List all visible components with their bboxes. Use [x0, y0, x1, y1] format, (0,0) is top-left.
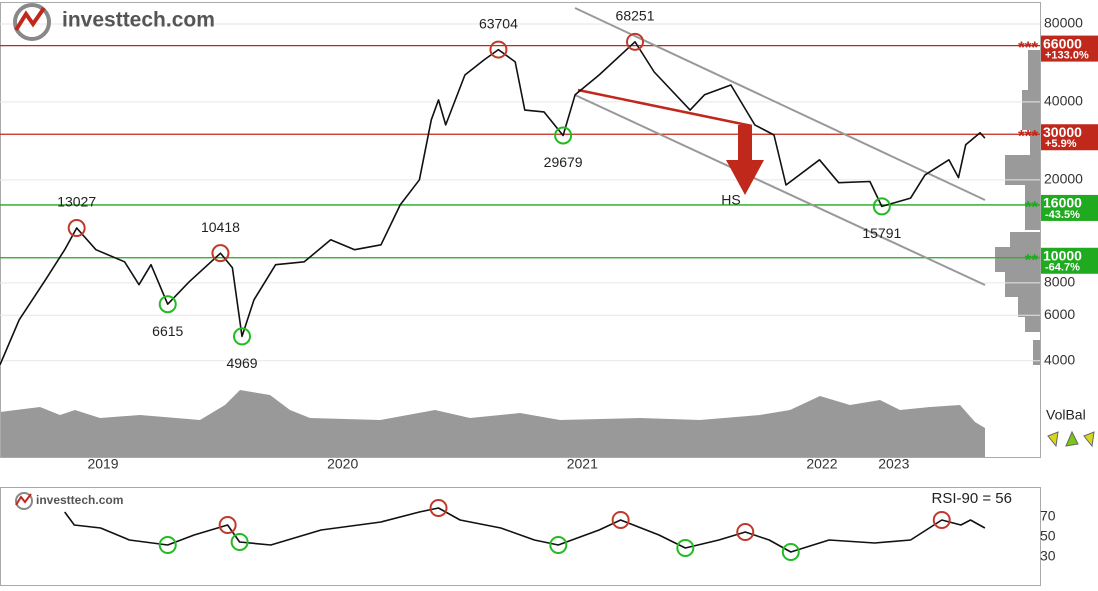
x-tick-label: 2023 [878, 456, 909, 472]
level-change: +133.0% [1045, 49, 1089, 61]
level-stars: ** [1025, 197, 1039, 216]
level-value: 66000 [1043, 35, 1082, 51]
neckline [577, 88, 753, 128]
rsi-marker [218, 516, 237, 534]
rsi-marker [549, 536, 568, 554]
rsi-tick-label: 70 [1040, 508, 1056, 524]
extreme-label: 63704 [479, 15, 518, 31]
logo-text: investtech.com [62, 9, 215, 32]
level-box [1041, 35, 1098, 62]
rsi-logo: investtech.com [15, 492, 123, 510]
extreme-label: 15791 [862, 225, 901, 241]
trend-upper [574, 7, 986, 201]
rsi-marker [781, 543, 800, 561]
rsi-marker [932, 511, 951, 529]
level-box [1041, 124, 1098, 151]
logo: investtech.com [13, 3, 215, 41]
x-tick-label: 2022 [806, 456, 837, 472]
rsi-tick-label: 30 [1040, 548, 1056, 564]
volbal-arrows [1047, 430, 1095, 448]
volume-area [0, 390, 985, 457]
price-line [0, 41, 986, 366]
target-arrow [726, 125, 764, 195]
extreme-marker [872, 197, 891, 216]
level-stars: *** [1018, 127, 1038, 146]
extreme-marker [554, 126, 573, 145]
level-box [1041, 194, 1098, 221]
side-label: VolBal [1046, 407, 1086, 423]
y-tick-label: 8000 [1044, 274, 1075, 290]
x-tick-label: 2021 [567, 456, 598, 472]
extreme-label: 4969 [226, 355, 257, 371]
y-tick-label: 80000 [1044, 15, 1083, 31]
extreme-marker [233, 327, 252, 346]
y-tick-label: 20000 [1044, 171, 1083, 187]
level-box [1041, 247, 1098, 274]
x-tick-label: 2019 [87, 456, 118, 472]
extreme-label: 68251 [616, 8, 655, 24]
rsi-marker [676, 539, 695, 557]
rsi-frame [0, 487, 1041, 586]
rsi-marker [158, 536, 177, 554]
extreme-label: 13027 [57, 194, 96, 210]
rsi-line [64, 507, 986, 553]
extreme-label: 29679 [544, 154, 583, 170]
trend-lower [574, 94, 986, 286]
price-frame [0, 2, 1041, 458]
extreme-marker [158, 295, 177, 314]
level-value: 30000 [1043, 124, 1082, 140]
extreme-marker [626, 32, 645, 51]
rsi-marker [736, 523, 755, 541]
rsi-marker [230, 533, 249, 551]
level-value: 10000 [1043, 247, 1082, 263]
rsi-logo-text: investtech.com [36, 493, 123, 507]
rsi-marker [611, 511, 630, 529]
y-tick-label: 4000 [1044, 351, 1075, 367]
pattern-label: HS [721, 192, 740, 208]
level-stars: *** [1018, 38, 1038, 57]
rsi-marker [429, 499, 448, 517]
level-change: +5.9% [1045, 138, 1077, 150]
extreme-label: 6615 [152, 323, 183, 339]
level-change: -43.5% [1045, 209, 1080, 221]
extreme-marker [489, 40, 508, 59]
rsi-tick-label: 50 [1040, 528, 1056, 544]
extreme-marker [67, 219, 86, 238]
y-tick-label: 40000 [1044, 93, 1083, 109]
y-tick-label: 6000 [1044, 306, 1075, 322]
rsi-title: RSI-90 = 56 [932, 490, 1012, 507]
level-value: 16000 [1043, 195, 1082, 211]
level-change: -64.7% [1045, 262, 1080, 274]
x-tick-label: 2020 [327, 456, 358, 472]
extreme-label: 10418 [201, 219, 240, 235]
level-stars: ** [1025, 250, 1039, 269]
extreme-marker [211, 244, 230, 263]
